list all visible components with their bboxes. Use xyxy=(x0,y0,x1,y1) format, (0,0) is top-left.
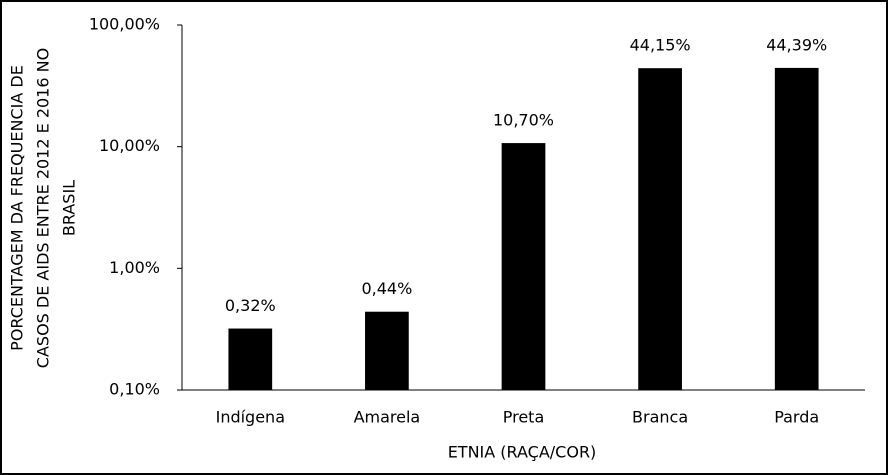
x-tick-label: Branca xyxy=(632,408,688,427)
x-axis-label: ETNIA (RAÇA/COR) xyxy=(448,443,597,462)
bar xyxy=(501,143,546,390)
y-tick-label: 1,00% xyxy=(109,258,160,277)
bar xyxy=(774,67,819,391)
bar xyxy=(638,68,682,390)
value-label: 44,39% xyxy=(766,35,827,54)
y-axis-label: BRASIL xyxy=(60,180,79,236)
x-tick-label: Indígena xyxy=(216,408,285,427)
x-tick-label: Preta xyxy=(503,408,545,427)
value-label: 44,15% xyxy=(630,36,691,55)
y-axis-label: PORCENTAGEM DA FREQUENCIA DE xyxy=(8,65,27,351)
x-tick-label: Parda xyxy=(774,408,819,427)
value-label: 0,44% xyxy=(361,279,412,298)
value-label: 10,70% xyxy=(493,111,554,130)
value-label: 0,32% xyxy=(225,296,276,315)
y-tick-label: 100,00% xyxy=(89,15,160,34)
bar xyxy=(228,328,273,390)
y-tick-label: 0,10% xyxy=(109,380,160,399)
y-tick-label: 10,00% xyxy=(99,136,160,155)
bar xyxy=(365,311,409,390)
x-tick-label: Amarela xyxy=(354,408,421,427)
y-axis-label: CASOS DE AIDS ENTRE 2012 E 2016 NO xyxy=(34,48,53,368)
